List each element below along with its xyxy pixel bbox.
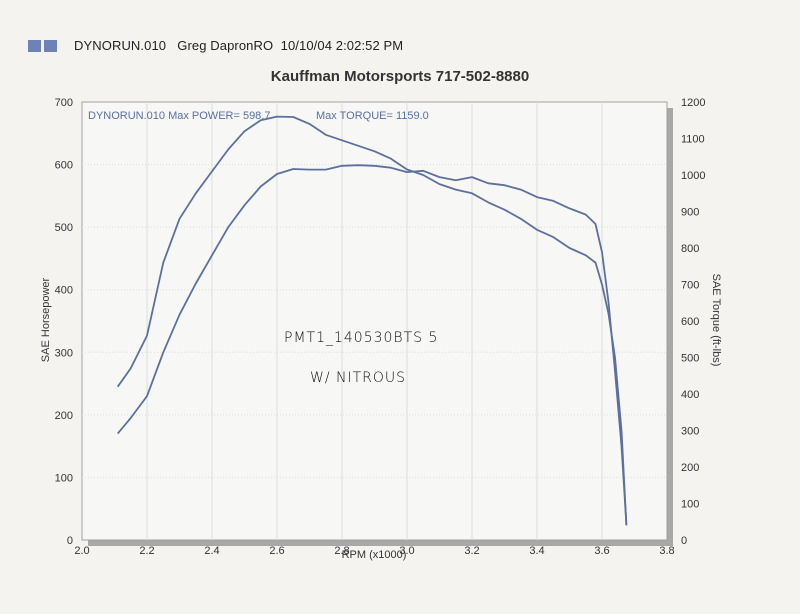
y-tick-label: 100: [55, 472, 73, 484]
y-tick-label: 300: [55, 347, 73, 359]
x-tick-label: 2.8: [334, 545, 349, 557]
y2-tick-label: 900: [681, 207, 699, 219]
x-tick-label: 3.4: [529, 545, 544, 557]
y2-tick-label: 400: [681, 389, 699, 401]
y2-tick-label: 1100: [681, 134, 705, 146]
x-axis-label: RPM (x1000): [341, 549, 407, 561]
y-axis-label-left: SAE Horsepower: [40, 277, 52, 363]
y2-tick-label: 500: [681, 353, 699, 365]
legend-torque: Max TORQUE= 1159.0: [316, 110, 429, 122]
square-icon: [44, 40, 57, 52]
x-tick-label: 2.2: [139, 545, 154, 557]
power-curve: [117, 164, 628, 525]
y-axis-label-right: SAE Torque (ft-lbs): [710, 273, 722, 367]
y2-tick-label: 300: [681, 426, 699, 438]
handwritten-note-line1: PMT1_140530BTS 5: [284, 330, 439, 346]
plot-area: [81, 101, 668, 541]
y-tick-label: 200: [55, 410, 73, 422]
y-tick-label: 500: [55, 222, 73, 234]
x-tick-label: 3.8: [659, 545, 674, 557]
y-tick-label: 0: [67, 535, 73, 547]
legend-power: DYNORUN.010 Max POWER= 598.7: [88, 110, 271, 122]
x-tick-label: 3.0: [399, 545, 414, 557]
x-tick-label: 2.4: [204, 545, 219, 557]
torque-curve: [116, 115, 628, 526]
x-tick-label: 3.2: [464, 545, 479, 557]
y2-tick-label: 700: [681, 280, 699, 292]
y2-tick-label: 100: [681, 499, 699, 511]
y2-tick-label: 0: [681, 535, 687, 547]
header-icons: [28, 40, 57, 52]
handwritten-note-line2: W/ NITROUS: [310, 370, 407, 386]
x-tick-label: 2.0: [74, 545, 89, 557]
y2-tick-label: 200: [681, 462, 699, 474]
run-header: DYNORUN.010 Greg DapronRO 10/10/04 2:02:…: [74, 38, 404, 53]
y-tick-label: 600: [55, 160, 73, 172]
y2-tick-label: 600: [681, 316, 699, 328]
y2-tick-label: 800: [681, 243, 699, 255]
x-tick-label: 3.6: [594, 545, 609, 557]
y-tick-label: 400: [55, 285, 73, 297]
chart-title: Kauffman Motorsports 717-502-8880: [270, 68, 530, 85]
y2-tick-label: 1200: [681, 97, 705, 109]
y-tick-label: 700: [55, 97, 73, 109]
y2-tick-label: 1000: [681, 170, 705, 182]
square-icon: [28, 40, 41, 52]
x-tick-label: 2.6: [269, 545, 284, 557]
